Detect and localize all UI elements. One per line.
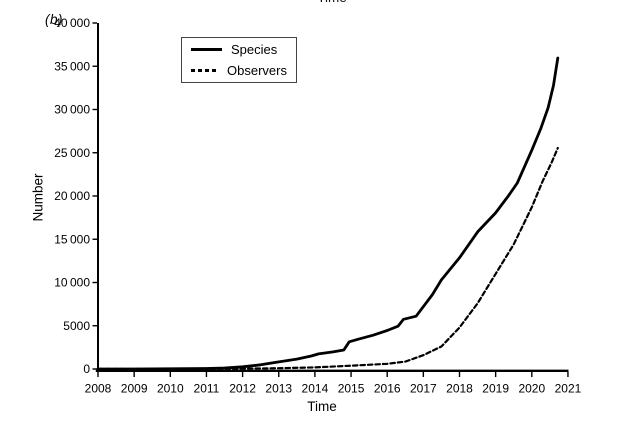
legend-entry-observers: Observers: [191, 62, 287, 79]
y-tick-label: 0: [83, 362, 90, 376]
y-tick-label: 5000: [63, 319, 90, 333]
legend-label-observers: Observers: [227, 63, 287, 78]
x-tick-label: 2012: [229, 382, 256, 396]
legend-line-solid-icon: [191, 48, 222, 51]
x-tick-label: 2010: [157, 382, 184, 396]
x-axis-title: Time: [307, 399, 337, 414]
legend-entry-species: Species: [191, 41, 287, 58]
x-tick-label: 2011: [194, 382, 220, 396]
x-tick-label: 2020: [518, 382, 545, 396]
x-tick-label: 2021: [555, 382, 582, 396]
clipped-axis-title-above: Time: [309, 0, 355, 5]
x-tick-label: 2013: [265, 382, 292, 396]
y-tick-label: 10 000: [54, 276, 90, 290]
x-tick-label: 2014: [302, 382, 329, 396]
x-tick-label: 2018: [446, 382, 473, 396]
y-tick-label: 15 000: [54, 232, 90, 246]
legend-line-dashed-icon: [191, 69, 219, 72]
y-axis-title: Number: [30, 173, 46, 222]
x-tick-label: 2009: [121, 382, 148, 396]
legend: Species Observers: [181, 37, 297, 83]
y-tick-label: 40 000: [54, 16, 90, 30]
x-tick-label: 2015: [338, 382, 365, 396]
y-tick-label: 20 000: [54, 189, 90, 203]
panel-label: (b): [45, 12, 63, 27]
y-tick-label: 30 000: [54, 103, 90, 117]
legend-label-species: Species: [231, 42, 278, 57]
y-tick-label: 35 000: [54, 59, 90, 73]
x-tick-label: 2016: [374, 382, 401, 396]
x-tick-label: 2019: [482, 382, 509, 396]
x-tick-label: 2008: [85, 382, 112, 396]
y-tick-label: 25 000: [54, 146, 90, 160]
series-line-species: [96, 56, 560, 371]
series-line-observers: [96, 146, 559, 371]
x-tick-label: 2017: [410, 382, 437, 396]
